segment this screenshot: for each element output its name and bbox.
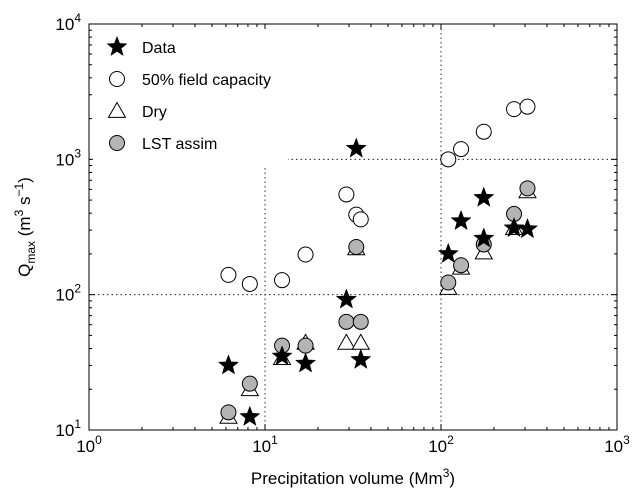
x-axis-title: Precipitation volume (Mm3) bbox=[251, 466, 455, 488]
point-50-field-capacity bbox=[353, 212, 368, 227]
point-lst-assim bbox=[520, 181, 535, 196]
point-50-field-capacity bbox=[221, 267, 236, 282]
point-50-field-capacity bbox=[454, 142, 469, 157]
legend-label-50-field-capacity: 50% field capacity bbox=[142, 72, 271, 89]
point-50-field-capacity bbox=[242, 276, 257, 291]
y-axis-title: Qmax (m3 s−1) bbox=[12, 177, 38, 277]
point-50-field-capacity bbox=[441, 152, 456, 167]
point-50-field-capacity bbox=[476, 124, 491, 139]
x-tick-label: 101 bbox=[252, 433, 278, 456]
legend-label-lst-assim: LST assim bbox=[142, 136, 217, 153]
x-tick-label: 103 bbox=[604, 433, 630, 456]
legend: Data 50% field capacity Dry LST assim bbox=[93, 29, 288, 165]
x-tick-label: 100 bbox=[76, 433, 102, 456]
point-lst-assim bbox=[242, 376, 257, 391]
point-50-field-capacity bbox=[275, 273, 290, 288]
y-tick-label: 104 bbox=[55, 11, 81, 34]
point-50-field-capacity bbox=[339, 187, 354, 202]
point-lst-assim bbox=[441, 275, 456, 290]
legend-marker-lst-assim bbox=[110, 136, 125, 151]
point-lst-assim bbox=[298, 338, 313, 353]
legend-label-dry: Dry bbox=[142, 104, 167, 121]
legend-label-data: Data bbox=[142, 40, 176, 57]
point-50-field-capacity bbox=[298, 247, 313, 262]
legend-marker-50-field-capacity bbox=[110, 72, 125, 87]
point-lst-assim bbox=[339, 314, 354, 329]
point-lst-assim bbox=[454, 258, 469, 273]
svg-text:Qmax (m3 s−1): Qmax (m3 s−1) bbox=[12, 177, 38, 277]
point-lst-assim bbox=[353, 314, 368, 329]
point-lst-assim bbox=[221, 405, 236, 420]
y-tick-label: 102 bbox=[55, 282, 81, 305]
point-50-field-capacity bbox=[520, 99, 535, 114]
y-tick-label: 103 bbox=[55, 146, 81, 169]
x-tick-label: 102 bbox=[428, 433, 454, 456]
point-lst-assim bbox=[349, 240, 364, 255]
point-50-field-capacity bbox=[507, 102, 522, 117]
